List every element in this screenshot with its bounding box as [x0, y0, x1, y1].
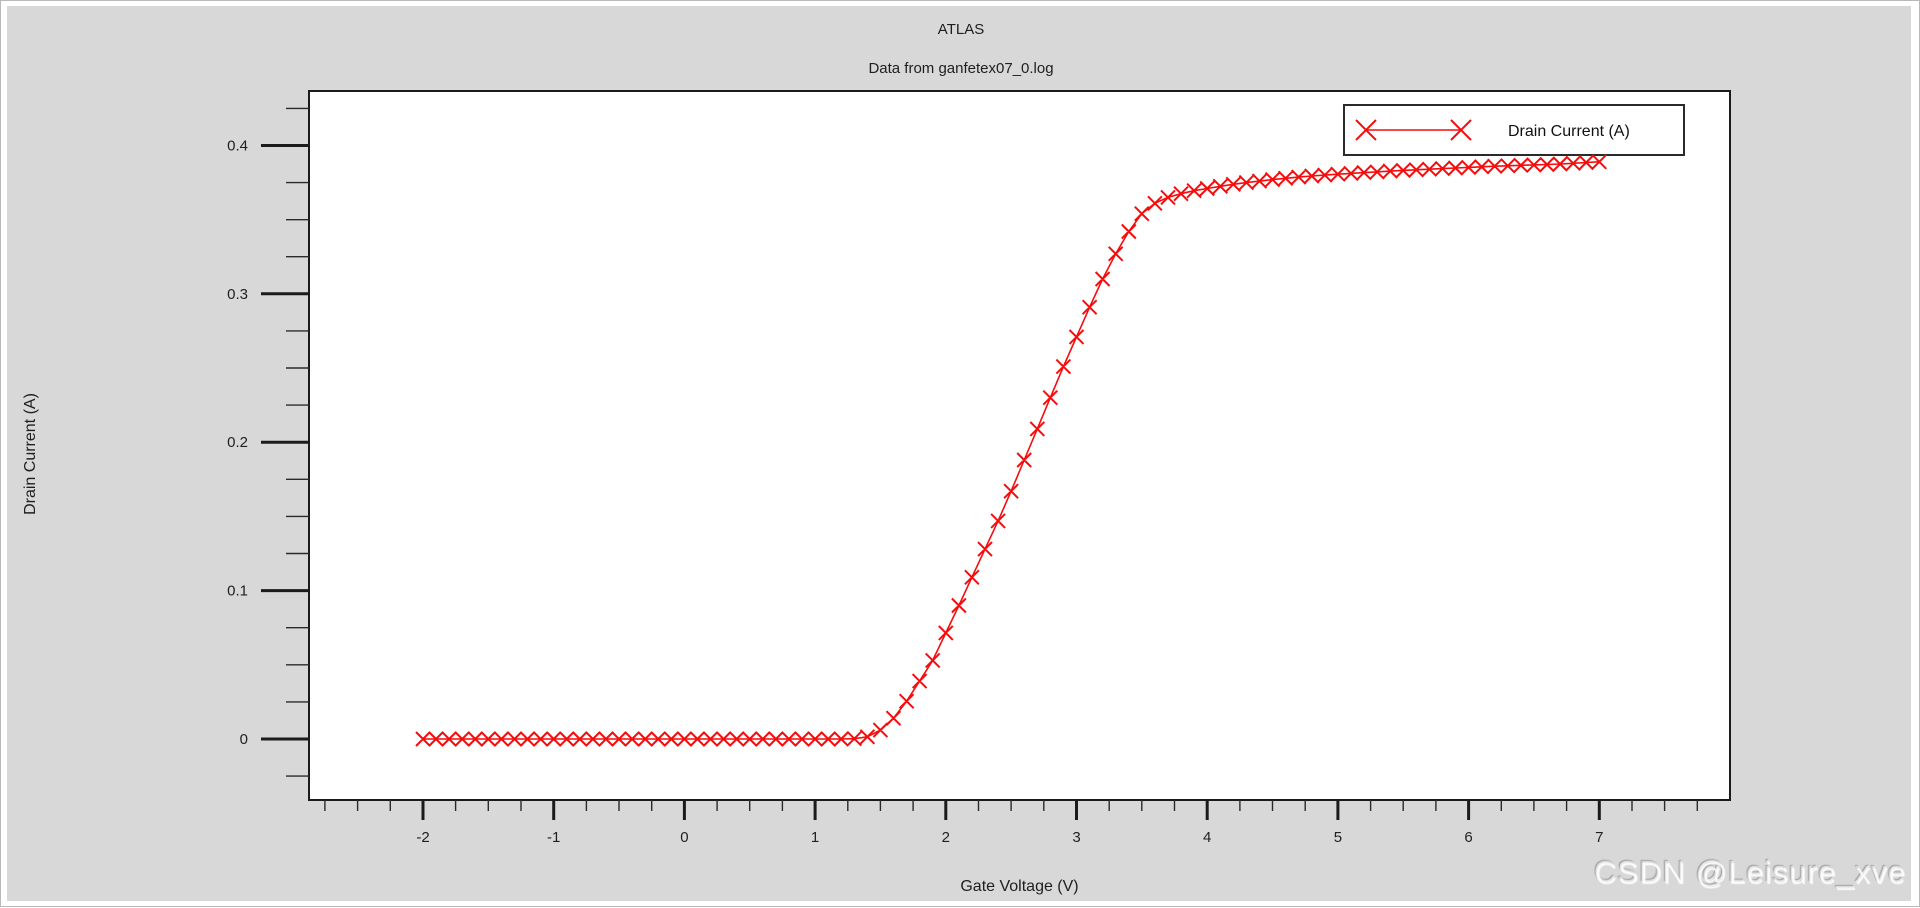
legend-x-marker-icon [1355, 119, 1472, 141]
x-tick-label: 4 [1203, 829, 1211, 846]
x-tick-label: -1 [547, 829, 560, 846]
y-axis-label: Drain Current (A) [22, 393, 39, 515]
y-tick-label: 0.3 [227, 286, 248, 303]
axis-ticks: -2 -1 0 1 2 3 4 5 6 7 0 0.1 0.2 0.3 0.4 [227, 107, 1699, 846]
drain-current-curve [415, 154, 1608, 747]
legend-label: Drain Current (A) [1508, 123, 1630, 140]
x-tick-label: 6 [1464, 829, 1472, 846]
plot-subtitle: Data from ganfetex07_0.log [868, 60, 1054, 77]
x-tick-label: 3 [1072, 829, 1080, 846]
x-tick-label: 7 [1595, 829, 1603, 846]
x-axis-label: Gate Voltage (V) [960, 878, 1079, 895]
x-tick-label: 5 [1334, 829, 1342, 846]
x-tick-label: 2 [942, 829, 950, 846]
x-tick-label: 1 [811, 829, 819, 846]
x-tick-label: 0 [680, 829, 688, 846]
plot-area [308, 90, 1731, 801]
y-tick-label: 0.1 [227, 583, 248, 600]
watermark: CSDN @Leisure_xve [1593, 854, 1906, 889]
y-tick-label: 0.2 [227, 434, 248, 451]
y-tick-label: 0.4 [227, 138, 248, 155]
x-tick-label: -2 [416, 829, 429, 846]
legend-sample [1355, 119, 1472, 141]
curve-markers [415, 154, 1608, 747]
y-tick-label: 0 [240, 731, 248, 748]
plot-title: ATLAS [937, 21, 985, 38]
